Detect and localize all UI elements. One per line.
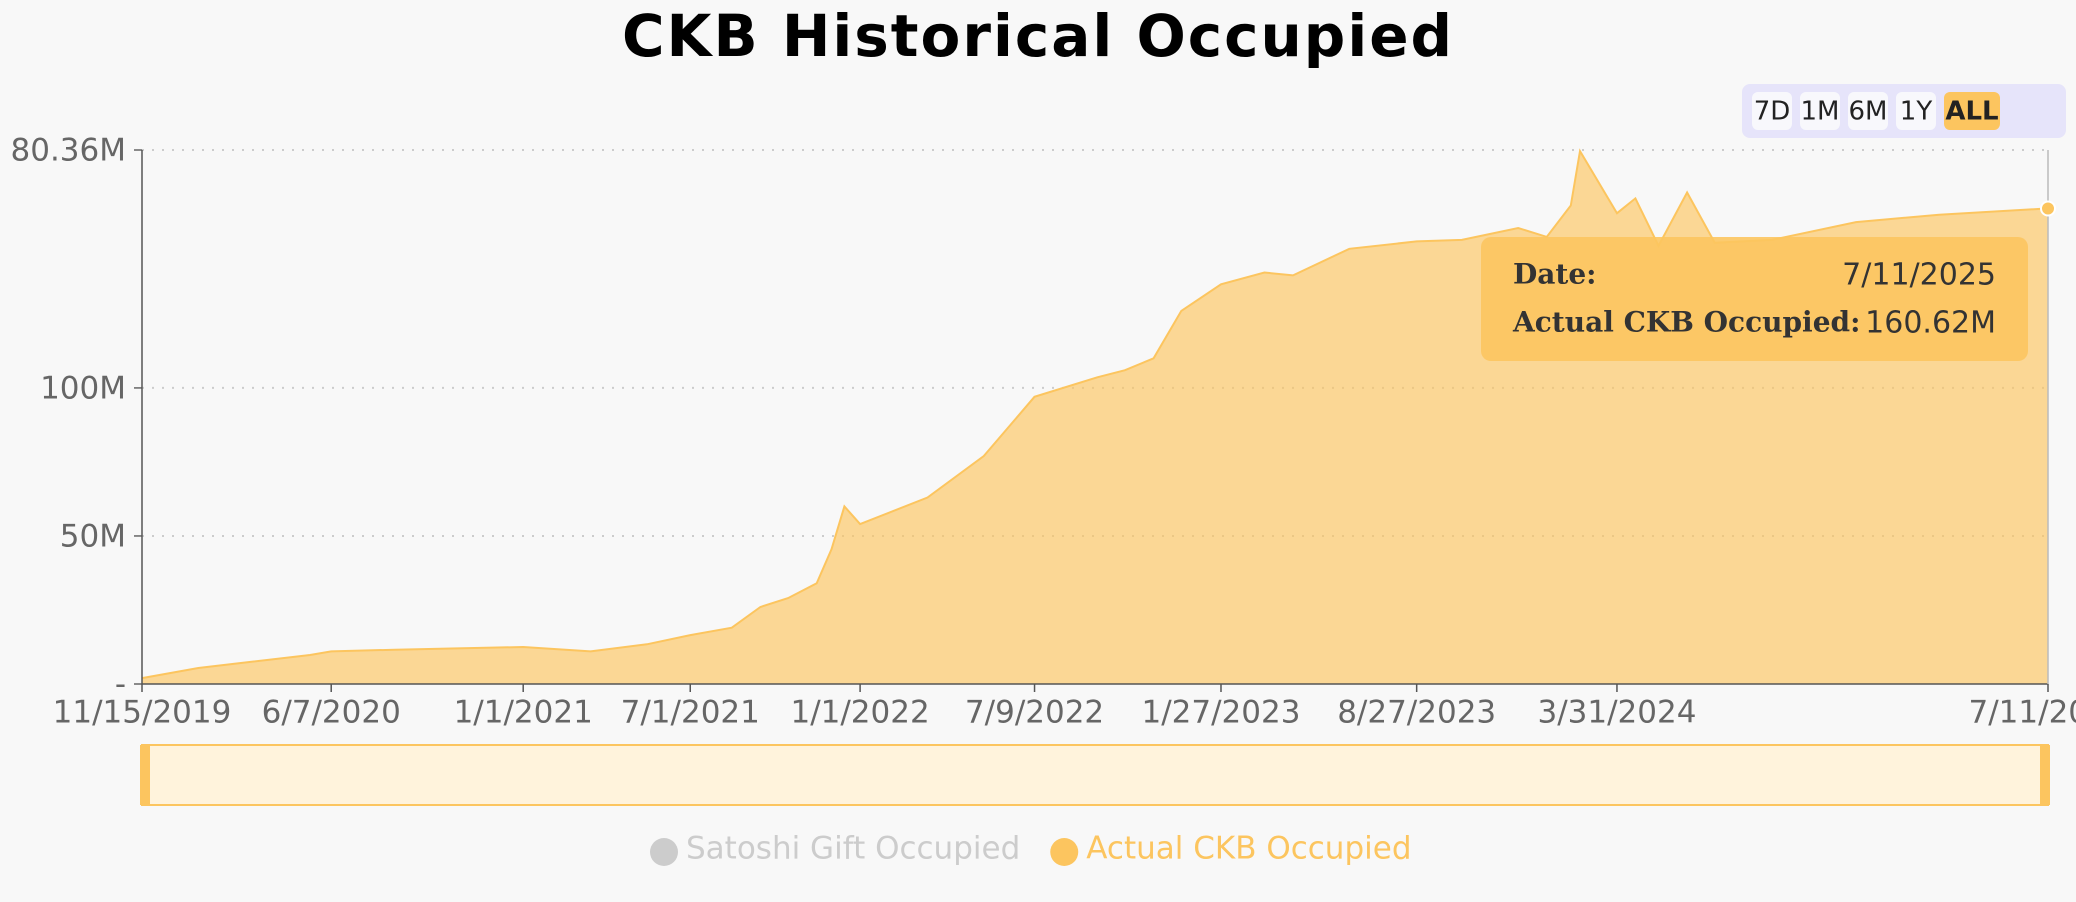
x-tick-label: 11/15/2019 — [53, 695, 232, 731]
range-button-label[interactable]: 1M — [1801, 97, 1840, 127]
x-tick-label: 1/1/2021 — [454, 695, 593, 731]
tooltip — [1481, 237, 2028, 361]
legend-swatch[interactable] — [1050, 838, 1079, 866]
slider-handle[interactable] — [2040, 745, 2050, 805]
x-tick-label: 6/7/2020 — [262, 695, 401, 731]
y-tick-label: 50M — [60, 518, 126, 554]
slider-handle[interactable] — [140, 745, 150, 805]
range-button-label[interactable]: ALL — [1945, 97, 1998, 127]
x-tick-label: 1/1/2022 — [790, 695, 929, 731]
legend-swatch[interactable] — [650, 838, 678, 866]
x-tick-label: 8/27/2023 — [1337, 695, 1496, 731]
tooltip-value: 160.62M — [1865, 306, 1996, 341]
y-tick-label: 100M — [40, 370, 126, 406]
area — [142, 151, 2048, 685]
slider-track[interactable] — [141, 744, 2049, 806]
x-tick-label: 7/1/2021 — [621, 695, 760, 731]
range-button[interactable] — [1944, 92, 2000, 130]
x-tick-label: 7/11/2025 — [1969, 695, 2076, 731]
range-button-label[interactable]: 7D — [1754, 97, 1791, 127]
x-tick-label: 3/31/2024 — [1537, 695, 1696, 731]
range-button[interactable] — [1848, 92, 1888, 130]
range-button[interactable] — [1752, 92, 1792, 130]
range-button-label[interactable]: 6M — [1849, 97, 1888, 127]
range-button-label[interactable]: 1Y — [1900, 97, 1933, 127]
y-tick-label: 80.36M — [11, 133, 127, 169]
line — [141, 148, 2049, 680]
chart-title: CKB Historical Occupied — [622, 2, 1454, 70]
hover-dot — [2040, 200, 2056, 217]
y-tick-label: - — [115, 667, 126, 703]
range-button[interactable] — [1896, 92, 1936, 130]
legend-label[interactable]: Actual CKB Occupied — [1086, 831, 1411, 867]
x-tick-label: 1/27/2023 — [1142, 695, 1301, 731]
range-button[interactable] — [1800, 92, 1840, 130]
x-tick-label: 7/9/2022 — [965, 695, 1104, 731]
tooltip-label: Date: — [1513, 258, 1597, 291]
tooltip-label: Actual CKB Occupied: — [1512, 306, 1860, 339]
tooltip-value: 7/11/2025 — [1842, 258, 1996, 293]
legend-label[interactable]: Satoshi Gift Occupied — [686, 831, 1020, 867]
